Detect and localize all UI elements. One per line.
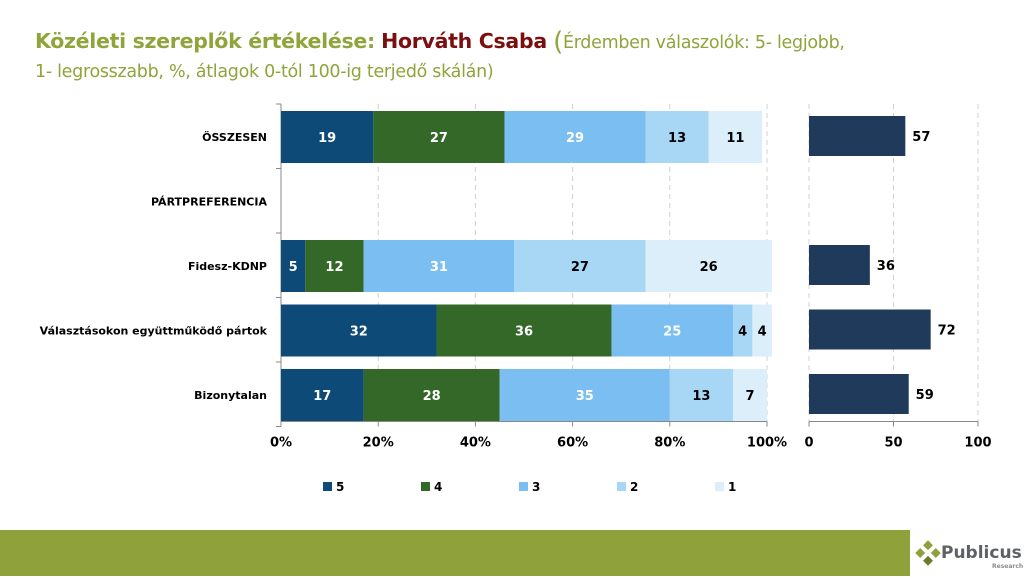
data-label: 5 [289,260,298,275]
title-paren: ( [553,27,563,57]
legend-swatch-5 [323,482,332,491]
bar-segment-5 [281,369,364,421]
title-person-name: Horváth Csaba [381,29,547,53]
average-label: 57 [912,130,930,145]
legend-label: 3 [532,480,540,494]
legend-swatch-1 [715,482,724,491]
data-label: 31 [430,260,448,275]
legend-swatch-2 [617,482,626,491]
bar-segment-3 [499,369,670,421]
logo-text: Publicus [941,543,1022,563]
category-label: Fidesz-KDNP [188,260,267,273]
logo-tagline: Research [992,563,1023,570]
bar-segment-3 [363,240,515,292]
publicus-logo: Publicus Research [914,534,1024,574]
category-label: Bizonytalan [194,389,267,402]
chart-area: 0% 20% 40% 60% 80% 100%ÖSSZESEN 19 27 29 13 11PÁRT… [40,103,992,494]
bar-segment-5 [281,111,374,163]
data-label: 36 [515,325,533,340]
data-label: 13 [668,131,686,146]
bar-segment-1 [645,240,772,292]
bar-segment-2 [514,240,646,292]
data-label: 19 [318,131,336,146]
x-tick-label: 100% [747,436,787,451]
logo-mark-icon: Publicus Research [915,540,1023,570]
bar-segment-1 [708,111,763,163]
bar-segment-4 [373,111,505,163]
data-label: 4 [738,325,747,340]
x-tick-label: 100 [964,436,991,451]
bar-segment-1 [732,369,767,421]
x-tick-label: 20% [363,436,394,451]
chart-title: Közéleti szereplők értékelése: Horváth C… [35,28,935,86]
data-label: 7 [745,389,754,404]
x-tick-label: 0 [804,436,813,451]
bar-segment-3 [504,111,646,163]
average-bar [809,309,931,350]
data-label: 35 [576,389,594,404]
data-label: 27 [571,260,589,275]
bar-segment-2 [732,304,753,357]
average-label: 72 [938,324,956,339]
x-tick-label: 50 [884,436,902,451]
average-bar [809,245,870,285]
average-bar [809,374,909,414]
data-label: 4 [758,325,767,340]
legend-label: 2 [630,480,638,494]
average-label: 59 [916,388,934,403]
legend-label: 5 [336,480,344,494]
bar-segment-2 [669,369,733,421]
bar-segment-3 [611,304,733,357]
bar-segment-4 [436,304,612,357]
bar-segment-1 [752,304,772,357]
footer-bar [0,530,910,576]
bar-segment-5 [281,240,306,292]
category-label: PÁRTPREFERENCIA [151,196,267,209]
title-main: Közéleti szereplők értékelése: [35,29,375,53]
x-tick-label: 40% [460,436,491,451]
x-tick-label: 60% [557,436,588,451]
legend-swatch-3 [519,482,528,491]
bar-segment-4 [305,240,364,292]
data-label: 29 [566,131,584,146]
data-label: 27 [430,131,448,146]
data-label: 28 [423,389,441,404]
legend-label: 4 [434,480,442,494]
x-tick-label: 80% [654,436,685,451]
bar-segment-2 [645,111,709,163]
data-label: 25 [663,325,681,340]
average-bar [809,116,906,156]
data-label: 11 [726,131,744,146]
average-label: 36 [877,259,895,274]
data-label: 26 [700,260,718,275]
bar-segment-5 [281,304,437,357]
data-label: 12 [325,260,343,275]
category-label: ÖSSZESEN [202,130,267,144]
legend-label: 1 [728,480,736,494]
legend-swatch-4 [421,482,430,491]
data-label: 17 [313,389,331,404]
data-label: 13 [692,389,710,404]
x-tick-label: 0% [270,436,292,451]
data-label: 32 [350,325,368,340]
title-subtitle-2: 1- legrosszabb, %, átlagok 0-tól 100-ig … [35,62,494,82]
bar-segment-4 [363,369,500,421]
category-label: Választásokon együttműködő pártok [40,325,268,338]
title-subtitle-1: Érdemben válaszolók: 5- legjobb, [562,33,845,53]
